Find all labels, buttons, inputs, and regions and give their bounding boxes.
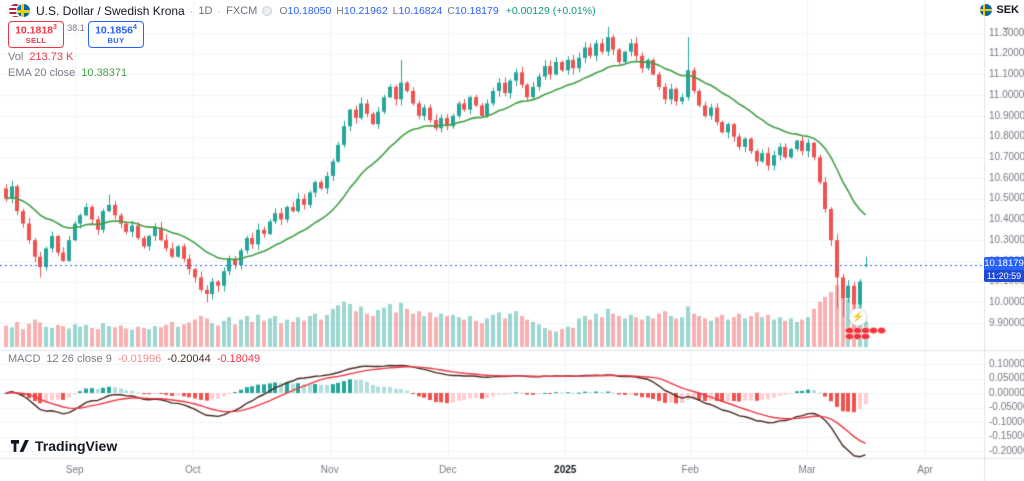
volume-value: 213.73 K bbox=[29, 51, 74, 63]
tradingview-logo-text: TradingView bbox=[35, 437, 118, 454]
symbol-title[interactable]: U.S. Dollar / Swedish Krona bbox=[36, 3, 185, 18]
last-price-badge[interactable]: 10.18179 11:20:59 bbox=[984, 257, 1024, 282]
trade-widget: 10.18183 SELL 38.1 10.18564 BUY bbox=[8, 21, 144, 48]
open-value: O10.18050 bbox=[279, 4, 332, 17]
change-value: +0.00129 (+0.01%) bbox=[505, 4, 596, 17]
interval-button[interactable]: 1D bbox=[198, 4, 213, 17]
tradingview-logo-icon bbox=[10, 440, 29, 452]
bar-countdown: 11:20:59 bbox=[984, 270, 1024, 282]
sell-price: 10.18183 bbox=[15, 24, 57, 37]
volume-label: Vol bbox=[8, 51, 24, 63]
sweden-flag-icon bbox=[980, 4, 993, 16]
macd-params: 12 26 close 9 bbox=[46, 353, 112, 365]
macd-line-value: -0.20044 bbox=[167, 353, 211, 365]
macd-hist-value: -0.01996 bbox=[117, 353, 162, 365]
macd-label: MACD bbox=[8, 353, 41, 365]
macd-legend[interactable]: MACD 12 26 close 9 -0.01996 -0.20044 -0.… bbox=[8, 353, 260, 365]
event-bubbles[interactable] bbox=[844, 326, 887, 340]
sell-label: SELL bbox=[25, 35, 47, 45]
ema-value: 10.38371 bbox=[81, 67, 128, 79]
high-value: H10.21962 bbox=[336, 4, 388, 17]
symbol-legend: U.S. Dollar / Swedish Krona 1D FXCM O10.… bbox=[8, 3, 596, 18]
ema-legend[interactable]: EMA 20 close 10.38371 bbox=[8, 67, 127, 79]
separator-dot bbox=[190, 4, 194, 18]
tradingview-watermark[interactable]: TradingView bbox=[10, 437, 117, 454]
lightning-icon: ⚡ bbox=[851, 311, 865, 323]
low-value: L10.16824 bbox=[392, 4, 443, 17]
sell-button[interactable]: 10.18183 SELL bbox=[8, 21, 64, 48]
lightning-badge[interactable]: ⚡ bbox=[849, 308, 867, 326]
buy-button[interactable]: 10.18564 BUY bbox=[88, 21, 144, 48]
sweden-flag-icon bbox=[16, 3, 31, 18]
symbol-logo-icon bbox=[8, 3, 31, 18]
exchange-label[interactable]: FXCM bbox=[226, 4, 258, 17]
red-bubble-icon bbox=[860, 332, 870, 340]
last-price-value: 10.18179 bbox=[984, 257, 1024, 270]
close-value: C10.18179 bbox=[447, 4, 499, 17]
red-bubble-icon bbox=[876, 326, 886, 334]
ohlc-readout: O10.18050 H10.21962 L10.16824 C10.18179 … bbox=[279, 5, 595, 17]
provider-logo-icon bbox=[262, 5, 273, 16]
currency-chip[interactable]: SEK bbox=[980, 4, 1019, 16]
spread-value: 38.1 bbox=[67, 23, 85, 33]
volume-legend[interactable]: Vol 213.73 K bbox=[8, 51, 73, 63]
buy-price: 10.18564 bbox=[95, 24, 137, 37]
chevron-down-icon[interactable]: ⌄ bbox=[1000, 19, 1011, 33]
currency-label: SEK bbox=[996, 4, 1019, 16]
separator-dot bbox=[217, 4, 221, 18]
buy-label: BUY bbox=[107, 35, 125, 45]
ema-label: EMA 20 close bbox=[8, 67, 76, 79]
macd-signal-value: -0.18049 bbox=[216, 353, 261, 365]
